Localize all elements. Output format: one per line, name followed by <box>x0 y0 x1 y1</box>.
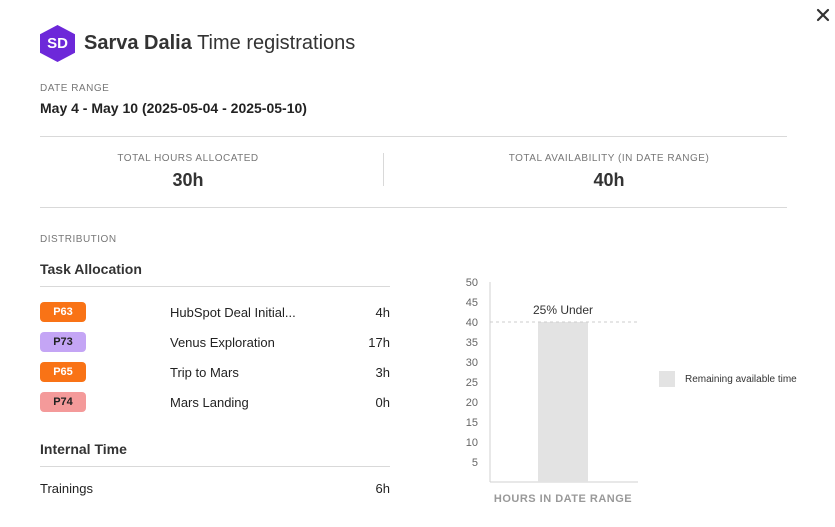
task-hours: 3h <box>375 365 390 380</box>
divider <box>40 286 390 287</box>
internal-time-hours: 6h <box>375 481 390 496</box>
stat-value: 30h <box>172 170 204 190</box>
task-name: HubSpot Deal Initial... <box>170 305 296 320</box>
task-row[interactable]: P74 Mars Landing 0h <box>40 392 390 412</box>
avatar-initials: SD <box>47 35 68 52</box>
distribution-label: DISTRIBUTION <box>40 234 117 245</box>
project-badge: P63 <box>40 302 86 322</box>
y-tick-label: 20 <box>466 397 478 409</box>
person-name: Sarva Dalia <box>84 32 192 54</box>
avatar: SD <box>40 25 75 62</box>
project-badge: P65 <box>40 362 86 382</box>
task-allocation-title: Task Allocation <box>40 261 142 277</box>
chart-bar <box>538 322 588 482</box>
task-hours: 4h <box>375 305 390 320</box>
stat-value: 40h <box>593 170 625 190</box>
y-tick-label: 10 <box>466 437 478 449</box>
internal-time-name: Trainings <box>40 481 93 496</box>
x-axis-label: HOURS IN DATE RANGE <box>494 493 632 505</box>
task-row[interactable]: P73 Venus Exploration 17h <box>40 332 390 352</box>
task-hours: 0h <box>375 395 390 410</box>
divider <box>40 466 390 467</box>
stat-label: TOTAL AVAILABILITY (IN DATE RANGE) <box>508 153 710 164</box>
y-tick-label: 30 <box>466 357 478 369</box>
y-tick-label: 15 <box>466 417 478 429</box>
close-icon <box>816 8 830 22</box>
close-button[interactable] <box>814 6 832 24</box>
hexagon-avatar-icon <box>40 25 75 62</box>
internal-time-row[interactable]: Trainings 6h <box>40 481 390 499</box>
stat-total-availability: TOTAL AVAILABILITY (IN DATE RANGE) 40h <box>439 153 779 191</box>
stat-total-hours-allocated: TOTAL HOURS ALLOCATED 30h <box>18 153 358 191</box>
project-badge: P73 <box>40 332 86 352</box>
divider <box>40 207 787 208</box>
hours-chart: 5 10 15 20 25 30 35 40 45 50 25% Under HOURS IN DAT… <box>466 277 638 505</box>
legend-swatch <box>659 371 675 387</box>
chart-legend: Remaining available time <box>659 371 797 387</box>
internal-time-title: Internal Time <box>40 441 127 457</box>
stat-divider <box>383 153 384 186</box>
y-tick-label: 25 <box>466 377 478 389</box>
task-row[interactable]: P65 Trip to Mars 3h <box>40 362 390 382</box>
project-badge: P74 <box>40 392 86 412</box>
y-tick-label: 35 <box>466 337 478 349</box>
page-title: Sarva Dalia Time registrations <box>84 32 355 55</box>
task-name: Venus Exploration <box>170 335 275 350</box>
divider <box>40 136 787 137</box>
legend-label: Remaining available time <box>685 373 797 385</box>
task-hours: 17h <box>368 335 390 350</box>
y-tick-label: 45 <box>466 297 478 309</box>
stat-label: TOTAL HOURS ALLOCATED <box>117 153 259 164</box>
y-tick-label: 40 <box>466 317 478 329</box>
task-name: Mars Landing <box>170 395 249 410</box>
chart-annotation: 25% Under <box>533 303 593 317</box>
title-suffix: Time registrations <box>197 32 356 54</box>
date-range-label: DATE RANGE <box>40 83 110 94</box>
task-name: Trip to Mars <box>170 365 239 380</box>
date-range-value: May 4 - May 10 (2025-05-04 - 2025-05-10) <box>40 100 307 116</box>
y-tick-label: 5 <box>472 457 478 469</box>
task-row[interactable]: P63 HubSpot Deal Initial... 4h <box>40 302 390 322</box>
y-tick-label: 50 <box>466 277 478 289</box>
page-header: SD Sarva Dalia Time registrations <box>40 25 355 62</box>
